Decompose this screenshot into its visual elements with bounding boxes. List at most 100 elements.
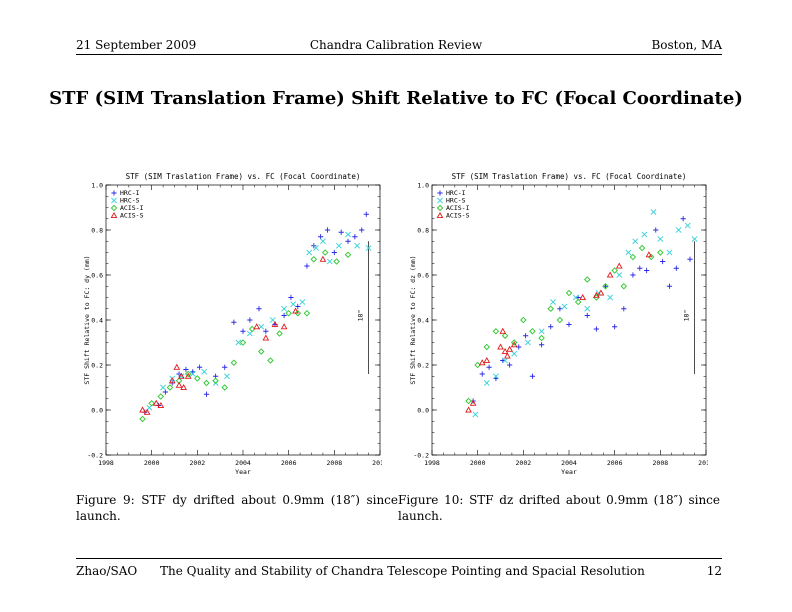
data-point	[556, 316, 564, 324]
data-point	[602, 283, 609, 290]
legend-label: ACIS-S	[120, 212, 144, 220]
data-point	[146, 404, 153, 411]
legend-marker	[110, 211, 118, 219]
data-point	[520, 316, 527, 324]
data-point	[231, 319, 237, 325]
legend-label: HRC-I	[446, 189, 466, 197]
data-point	[506, 345, 513, 352]
data-point	[354, 242, 361, 249]
data-point	[239, 339, 247, 346]
x-tick-label: 2000	[470, 459, 486, 467]
legend-label: ACIS-I	[120, 204, 144, 212]
data-point	[650, 209, 657, 215]
y-tick-label: 0.6	[91, 271, 103, 279]
legend-label: HRC-S	[446, 197, 466, 205]
x-tick-label: 2010	[698, 459, 708, 467]
data-point	[474, 361, 481, 369]
data-point	[584, 276, 591, 283]
scale-bar-label: 18"	[357, 310, 365, 322]
caption-figure-10: Figure 10: STF dz drifted about 0.9mm (1…	[398, 492, 720, 524]
data-point	[310, 256, 318, 263]
data-point	[486, 364, 492, 370]
data-point	[510, 339, 518, 346]
data-point	[248, 325, 256, 333]
data-point	[177, 372, 185, 379]
data-point	[502, 357, 508, 364]
legend-marker	[110, 204, 118, 212]
data-point	[641, 231, 648, 238]
data-point	[621, 306, 627, 312]
data-point	[529, 373, 536, 379]
data-point	[657, 249, 664, 256]
x-tick-label: 2008	[653, 459, 669, 467]
x-tick-label: 2010	[372, 459, 382, 467]
header-date: 21 September 2009	[76, 38, 197, 52]
x-tick-label: 2004	[235, 459, 251, 467]
data-point	[507, 362, 513, 368]
data-point	[565, 289, 573, 297]
legend-marker	[437, 190, 443, 196]
data-point	[184, 370, 192, 378]
data-point	[197, 364, 203, 370]
data-point	[280, 323, 288, 330]
data-point	[602, 283, 609, 289]
data-point	[222, 364, 228, 370]
data-point	[493, 373, 499, 380]
x-tick-label: 2002	[516, 459, 532, 467]
plot-dz-svg: STF (SIM Traslation Frame) vs. FC (Focal…	[409, 172, 708, 476]
data-point	[492, 328, 500, 335]
footer-author: Zhao/SAO	[76, 564, 138, 578]
data-point	[203, 391, 210, 397]
data-point	[267, 357, 274, 364]
data-point	[303, 310, 311, 317]
data-point	[345, 238, 351, 244]
data-point	[271, 320, 279, 328]
data-point	[319, 238, 326, 245]
data-point	[501, 347, 509, 355]
data-point	[359, 227, 365, 233]
x-tick-label: 2002	[190, 459, 206, 467]
data-point	[483, 356, 491, 364]
data-point	[548, 324, 554, 330]
data-point	[321, 249, 329, 256]
data-point	[345, 231, 351, 238]
data-point	[212, 377, 219, 384]
data-point	[258, 348, 265, 355]
y-axis-label: STF Shift Relative to FC: dy (mm)	[83, 255, 91, 384]
data-point	[281, 312, 287, 319]
y-tick-label: 1.0	[417, 181, 429, 189]
plot-dz: STF (SIM Traslation Frame) vs. FC (Focal…	[408, 168, 708, 486]
data-point	[221, 384, 228, 391]
scale-bar-label: 18"	[683, 310, 691, 322]
data-point	[616, 272, 623, 278]
data-point	[465, 406, 472, 413]
y-tick-label: 0.0	[91, 406, 103, 414]
data-point	[687, 256, 693, 262]
data-point	[479, 371, 485, 377]
data-point	[680, 216, 686, 222]
header-location: Boston, MA	[651, 38, 722, 52]
legend-marker	[111, 197, 117, 204]
legend-label: HRC-I	[120, 189, 140, 197]
data-point	[629, 253, 637, 261]
data-point	[666, 249, 673, 256]
data-point	[501, 332, 509, 339]
legend-marker	[111, 190, 117, 196]
data-point	[253, 323, 261, 330]
y-tick-label: 0.8	[417, 226, 429, 234]
data-point	[148, 400, 155, 407]
y-tick-label: 0.4	[417, 316, 429, 324]
data-point	[607, 294, 614, 301]
data-point	[352, 234, 358, 240]
data-point	[550, 299, 556, 305]
data-point	[611, 267, 618, 274]
y-tick-label: 0.8	[91, 226, 103, 234]
data-point	[483, 380, 490, 386]
x-tick-label: 2008	[327, 459, 343, 467]
footer-rule	[76, 558, 722, 559]
data-point	[166, 384, 174, 391]
data-point	[499, 327, 507, 334]
plot-frame	[431, 184, 707, 456]
legend-label: ACIS-S	[446, 212, 470, 220]
data-point	[632, 238, 639, 245]
